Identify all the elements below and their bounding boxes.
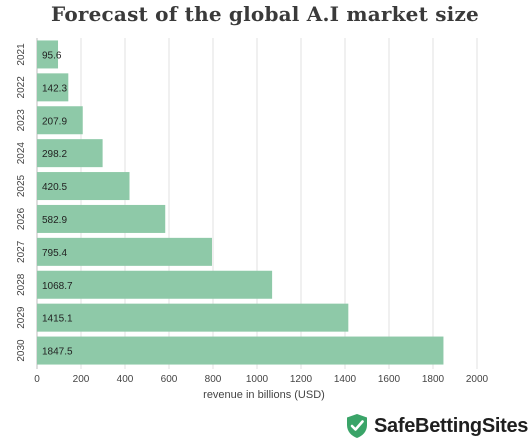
y-category-label: 2029 xyxy=(16,306,27,329)
y-category-label: 2025 xyxy=(16,174,27,197)
bar-value-label: 1068.7 xyxy=(42,281,73,292)
brand-logo: SafeBettingSites xyxy=(346,412,528,440)
x-tick-label: 1600 xyxy=(378,374,401,385)
x-tick-label: 800 xyxy=(205,374,222,385)
y-axis-labels: 2021 2022 2023 2024 2025 2026 2027 2028 2029 2030 xyxy=(16,43,27,362)
x-tick-label: 1000 xyxy=(246,374,269,385)
bar xyxy=(37,106,83,135)
bar-value-label: 298.2 xyxy=(42,149,67,160)
y-category-label: 2028 xyxy=(16,273,27,296)
x-tick-label: 600 xyxy=(161,374,178,385)
shield-check-icon xyxy=(347,414,367,438)
x-tick-label: 0 xyxy=(34,374,40,385)
y-category-label: 2030 xyxy=(16,339,27,362)
bar xyxy=(37,73,69,102)
bar xyxy=(37,303,349,332)
bar-value-label: 1847.5 xyxy=(42,347,73,358)
bar-value-label: 582.9 xyxy=(42,215,67,226)
value-labels: 95.6 142.3 207.9 298.2 420.5 582.9 795.4 1068.7… xyxy=(42,50,73,357)
bars xyxy=(37,40,444,365)
bar xyxy=(37,270,273,299)
y-category-label: 2023 xyxy=(16,109,27,132)
x-tick-label: 1800 xyxy=(422,374,445,385)
bar xyxy=(37,172,130,201)
brand-name: SafeBettingSites xyxy=(374,414,529,437)
bar-value-label: 420.5 xyxy=(42,182,67,193)
x-tick-label: 2000 xyxy=(466,374,489,385)
bar-value-label: 95.6 xyxy=(42,50,62,61)
bar xyxy=(37,237,212,266)
bar xyxy=(37,40,59,69)
bar-value-label: 207.9 xyxy=(42,116,67,127)
bar xyxy=(37,336,444,365)
bar-value-label: 795.4 xyxy=(42,248,67,259)
bar xyxy=(37,204,166,233)
chart-title: Forecast of the global A.I market size xyxy=(51,2,479,26)
x-tick-label: 200 xyxy=(73,374,90,385)
bar-value-label: 1415.1 xyxy=(42,314,73,325)
x-tick-label: 1200 xyxy=(290,374,313,385)
bar-value-label: 142.3 xyxy=(42,83,67,94)
x-tick-label: 400 xyxy=(117,374,134,385)
x-tick-label: 1400 xyxy=(334,374,357,385)
grid-lines xyxy=(36,38,478,369)
y-category-label: 2022 xyxy=(16,76,27,99)
x-axis-ticks: 0 200 400 600 800 1000 1200 1400 1600 1800 2000 xyxy=(34,374,488,385)
bar xyxy=(37,139,103,168)
y-category-label: 2026 xyxy=(16,207,27,230)
y-category-label: 2021 xyxy=(16,43,27,66)
x-axis-label: revenue in billions (USD) xyxy=(203,389,325,401)
y-category-label: 2027 xyxy=(16,240,27,263)
y-category-label: 2024 xyxy=(16,142,27,165)
